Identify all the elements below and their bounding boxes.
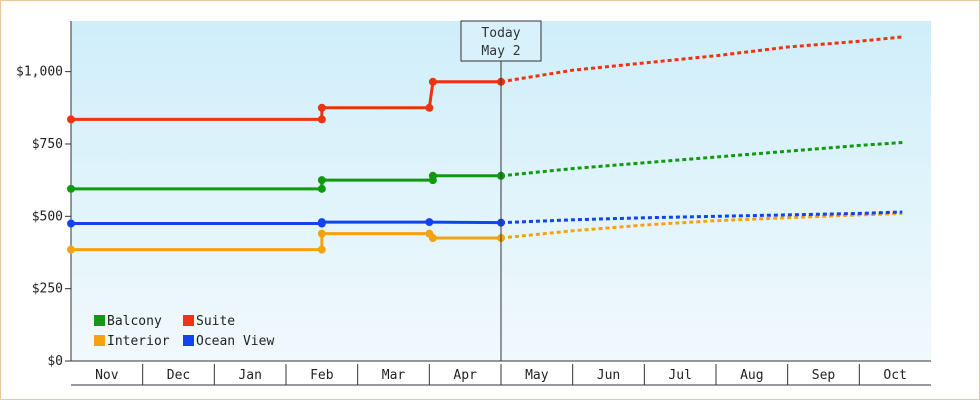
x-tick-label: Jun — [597, 368, 620, 383]
legend-label-balcony: Balcony — [107, 314, 162, 329]
series-history-line-ocean-view — [71, 220, 502, 226]
legend-swatch-balcony — [94, 315, 105, 326]
data-point-suite — [67, 115, 75, 124]
data-point-balcony — [67, 184, 75, 193]
data-point-interior — [428, 234, 437, 243]
x-tick-label: Jul — [668, 368, 691, 383]
series-forecast-line-suite — [500, 35, 903, 84]
today-label: Today — [481, 26, 520, 41]
series-history-line-balcony — [71, 174, 501, 191]
x-tick-label: Mar — [382, 368, 406, 383]
data-point-ocean-view — [67, 219, 75, 228]
data-point-suite — [428, 77, 437, 86]
legend-swatch-suite — [183, 315, 194, 326]
data-point-suite — [317, 115, 326, 124]
x-tick-label: May — [525, 368, 549, 383]
legend-label-ocean-view: Ocean View — [196, 334, 274, 349]
x-tick-label: Dec — [167, 368, 190, 383]
y-tick-label: $250 — [32, 282, 63, 297]
today-box — [460, 20, 542, 62]
data-point-suite — [425, 103, 434, 112]
series-forecast-line-balcony — [500, 141, 903, 178]
x-tick-label: Feb — [310, 368, 334, 383]
legend-label-interior: Interior — [107, 334, 170, 349]
x-tick-label: Apr — [453, 368, 477, 383]
legend-swatch-ocean-view — [183, 335, 194, 346]
series-history-line-interior — [71, 232, 501, 252]
data-point-ocean-view — [425, 218, 434, 227]
legend-label-suite: Suite — [196, 314, 235, 329]
data-point-interior — [67, 245, 75, 254]
today-marker: Today May 2 — [460, 20, 542, 361]
data-point-balcony — [428, 171, 437, 180]
y-tick-label: $1,000 — [16, 65, 63, 80]
x-tick-label: Aug — [740, 368, 763, 383]
y-tick-label: $0 — [47, 354, 63, 369]
x-tick-label: Oct — [883, 368, 906, 383]
y-tick-label: $750 — [32, 137, 63, 152]
data-point-ocean-view — [317, 218, 326, 227]
data-point-interior — [317, 229, 326, 238]
series-history-line-suite — [71, 80, 501, 121]
x-tick-label: Nov — [95, 368, 119, 383]
data-point-balcony — [317, 176, 326, 185]
legend: Balcony Suite Interior Ocean View — [94, 314, 274, 349]
y-tick-label: $500 — [32, 209, 63, 224]
today-date: May 2 — [481, 44, 520, 59]
x-tick-label: Jan — [238, 368, 261, 383]
series-forecast-line-ocean-view — [500, 210, 903, 225]
data-point-interior — [317, 245, 326, 254]
data-point-balcony — [317, 184, 326, 193]
data-point-suite — [317, 103, 326, 112]
legend-swatch-interior — [94, 335, 105, 346]
x-tick-label: Sep — [812, 368, 836, 383]
